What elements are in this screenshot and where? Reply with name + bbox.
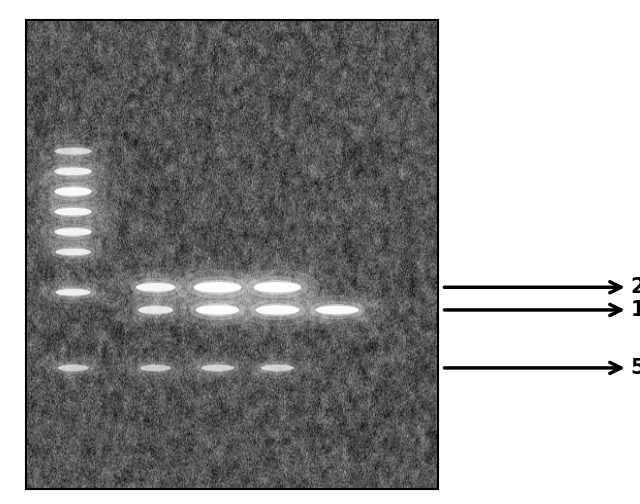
- Ellipse shape: [261, 365, 294, 371]
- Ellipse shape: [51, 285, 96, 299]
- Ellipse shape: [54, 147, 92, 156]
- Ellipse shape: [54, 168, 92, 175]
- Ellipse shape: [120, 273, 191, 302]
- Ellipse shape: [136, 281, 175, 293]
- Ellipse shape: [42, 240, 105, 264]
- Ellipse shape: [253, 280, 301, 294]
- Ellipse shape: [140, 364, 171, 372]
- Ellipse shape: [54, 228, 92, 235]
- Ellipse shape: [196, 361, 239, 374]
- Ellipse shape: [175, 269, 260, 305]
- Ellipse shape: [27, 153, 120, 190]
- Ellipse shape: [201, 364, 234, 372]
- Ellipse shape: [238, 293, 316, 327]
- Ellipse shape: [27, 213, 120, 250]
- Ellipse shape: [130, 278, 181, 296]
- Ellipse shape: [40, 199, 106, 225]
- Ellipse shape: [246, 276, 308, 299]
- Ellipse shape: [223, 286, 332, 334]
- Ellipse shape: [138, 306, 173, 313]
- Ellipse shape: [194, 280, 241, 294]
- Ellipse shape: [54, 166, 92, 176]
- Ellipse shape: [261, 364, 294, 372]
- Ellipse shape: [194, 282, 241, 292]
- Ellipse shape: [309, 301, 365, 319]
- Ellipse shape: [256, 361, 299, 374]
- Ellipse shape: [45, 357, 101, 379]
- Ellipse shape: [249, 300, 305, 320]
- Ellipse shape: [40, 177, 106, 206]
- Text: 53bp: 53bp: [444, 358, 640, 378]
- Ellipse shape: [179, 293, 257, 327]
- Ellipse shape: [54, 185, 92, 198]
- Ellipse shape: [29, 235, 117, 269]
- Ellipse shape: [54, 208, 92, 215]
- Bar: [438, 0, 640, 504]
- Ellipse shape: [49, 224, 97, 240]
- Ellipse shape: [218, 262, 337, 313]
- Ellipse shape: [163, 286, 272, 334]
- Ellipse shape: [196, 303, 239, 317]
- Ellipse shape: [136, 283, 175, 291]
- Ellipse shape: [58, 365, 88, 371]
- Ellipse shape: [58, 364, 88, 372]
- Ellipse shape: [54, 207, 92, 217]
- Ellipse shape: [42, 281, 105, 304]
- Ellipse shape: [54, 227, 92, 237]
- Ellipse shape: [140, 365, 171, 371]
- Ellipse shape: [201, 365, 234, 371]
- Ellipse shape: [49, 204, 97, 220]
- Ellipse shape: [40, 140, 106, 163]
- Ellipse shape: [56, 289, 91, 296]
- Ellipse shape: [53, 361, 93, 374]
- Ellipse shape: [107, 266, 205, 308]
- Ellipse shape: [51, 245, 96, 259]
- Ellipse shape: [188, 357, 247, 379]
- Ellipse shape: [248, 357, 307, 379]
- Ellipse shape: [49, 182, 97, 201]
- Ellipse shape: [124, 297, 188, 323]
- Bar: [26, 20, 438, 489]
- Ellipse shape: [189, 300, 246, 320]
- Ellipse shape: [158, 262, 277, 313]
- Ellipse shape: [49, 163, 97, 179]
- Ellipse shape: [316, 306, 359, 314]
- Ellipse shape: [40, 219, 106, 245]
- Ellipse shape: [138, 305, 173, 315]
- Ellipse shape: [29, 276, 117, 309]
- Ellipse shape: [256, 303, 299, 317]
- Ellipse shape: [40, 158, 106, 184]
- Ellipse shape: [49, 144, 97, 158]
- Ellipse shape: [196, 305, 239, 314]
- Ellipse shape: [133, 302, 179, 318]
- Ellipse shape: [56, 248, 91, 256]
- Ellipse shape: [256, 305, 299, 314]
- Ellipse shape: [54, 148, 92, 155]
- Ellipse shape: [128, 357, 184, 379]
- Text: 225bp: 225bp: [444, 277, 640, 297]
- Ellipse shape: [136, 361, 176, 374]
- Ellipse shape: [56, 247, 91, 257]
- Ellipse shape: [54, 187, 92, 196]
- Ellipse shape: [298, 295, 376, 325]
- Ellipse shape: [253, 282, 301, 292]
- Ellipse shape: [187, 276, 248, 299]
- Ellipse shape: [235, 269, 320, 305]
- Text: 172bp: 172bp: [444, 300, 640, 320]
- Ellipse shape: [27, 170, 120, 213]
- Ellipse shape: [27, 193, 120, 230]
- Ellipse shape: [283, 289, 392, 331]
- Ellipse shape: [316, 304, 359, 316]
- Ellipse shape: [56, 288, 91, 297]
- Ellipse shape: [112, 291, 200, 329]
